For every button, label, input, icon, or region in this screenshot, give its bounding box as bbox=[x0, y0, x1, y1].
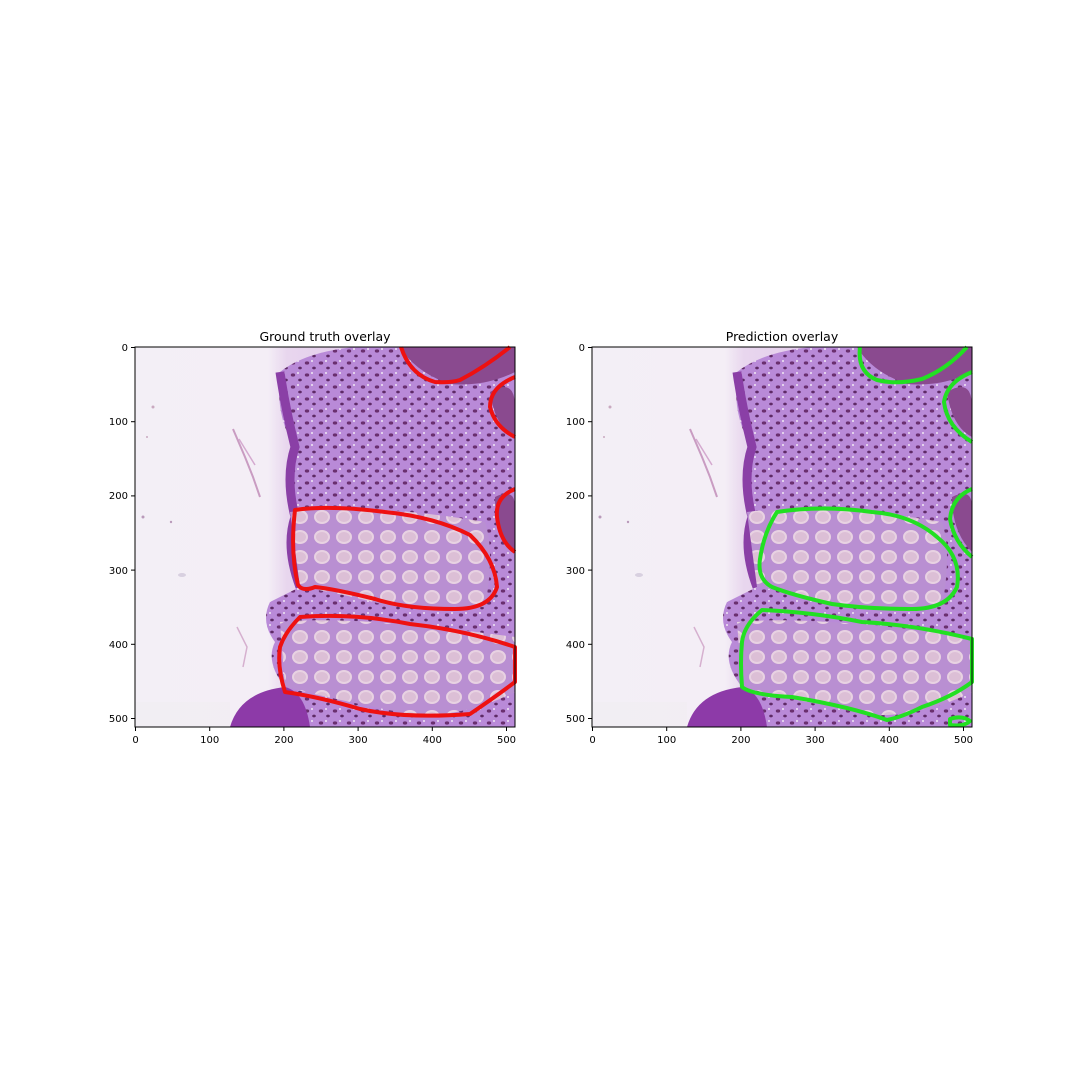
y-tick-label: 200 bbox=[566, 491, 585, 502]
prediction-axes bbox=[592, 347, 972, 727]
ground-truth-contour bbox=[399, 345, 512, 385]
y-tick-label: 200 bbox=[109, 491, 128, 502]
ground-truth-contour bbox=[291, 505, 499, 611]
ground-truth-contour bbox=[488, 375, 516, 439]
y-tick-label: 500 bbox=[566, 714, 585, 725]
tick-marks bbox=[131, 347, 964, 731]
y-tick-label: 400 bbox=[109, 640, 128, 651]
x-tick-label: 500 bbox=[954, 735, 973, 746]
x-tick-label: 0 bbox=[132, 735, 138, 746]
x-tick-label: 100 bbox=[657, 735, 676, 746]
y-tick-label: 100 bbox=[109, 417, 128, 428]
prediction-contour bbox=[857, 345, 969, 385]
x-tick-label: 300 bbox=[806, 735, 825, 746]
y-tick-label: 0 bbox=[122, 343, 128, 354]
x-tick-label: 500 bbox=[497, 735, 516, 746]
x-tick-label: 0 bbox=[589, 735, 595, 746]
prediction-contour bbox=[948, 487, 974, 559]
x-tick-label: 400 bbox=[423, 735, 442, 746]
prediction-contour bbox=[739, 608, 974, 722]
prediction-histology-image bbox=[592, 347, 972, 727]
ground-truth-histology-image bbox=[135, 347, 515, 727]
y-tick-label: 100 bbox=[566, 417, 585, 428]
y-tick-label: 500 bbox=[109, 714, 128, 725]
prediction-title: Prediction overlay bbox=[725, 329, 839, 344]
prediction-contour bbox=[757, 506, 960, 611]
x-tick-label: 400 bbox=[880, 735, 899, 746]
y-tick-label: 0 bbox=[579, 343, 585, 354]
y-tick-label: 300 bbox=[109, 566, 128, 577]
ground-truth-contour bbox=[277, 613, 517, 718]
ground-truth-title: Ground truth overlay bbox=[259, 329, 391, 344]
x-tick-label: 200 bbox=[274, 735, 293, 746]
y-tick-label: 300 bbox=[566, 566, 585, 577]
x-tick-label: 300 bbox=[349, 735, 368, 746]
ground-truth-axes bbox=[135, 347, 515, 727]
ground-truth-contour bbox=[494, 487, 517, 554]
y-tick-label: 400 bbox=[566, 640, 585, 651]
prediction-contour bbox=[942, 370, 974, 444]
x-tick-label: 100 bbox=[200, 735, 219, 746]
prediction-contour bbox=[948, 715, 972, 728]
x-tick-label: 200 bbox=[731, 735, 750, 746]
